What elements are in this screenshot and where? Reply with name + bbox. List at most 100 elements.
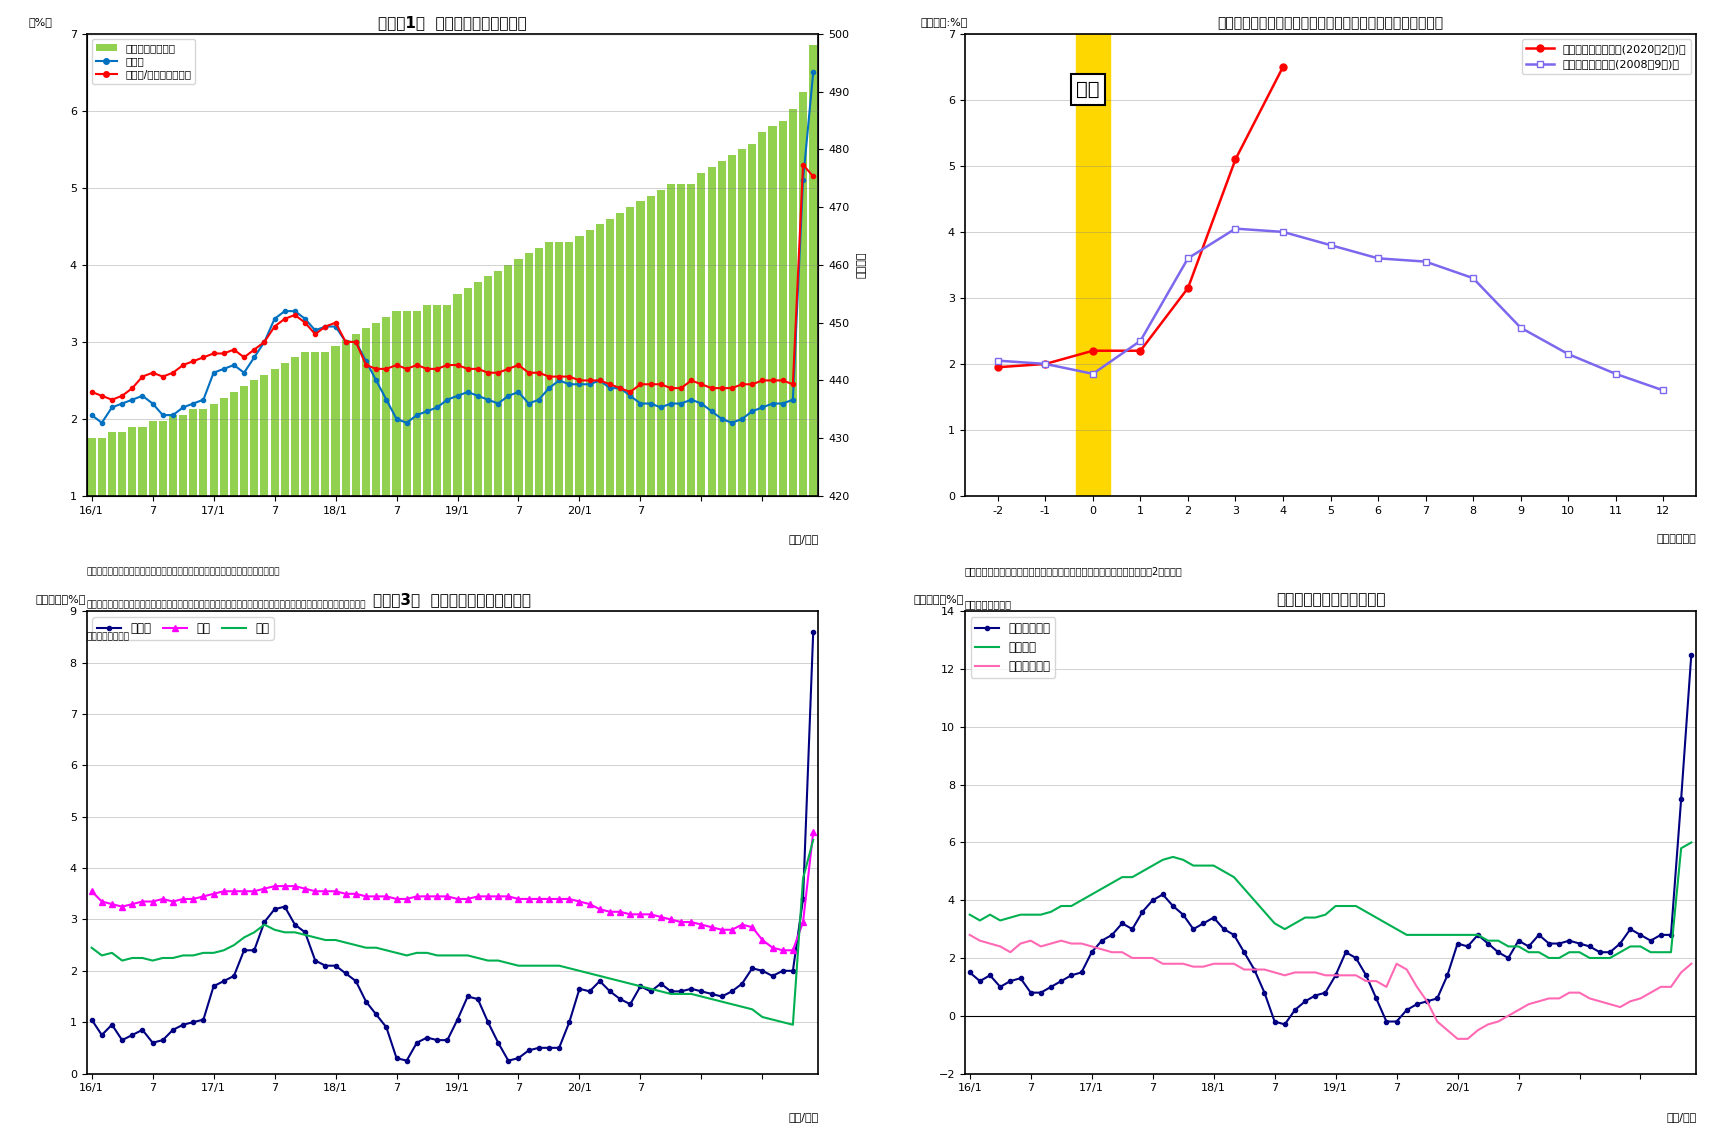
Bar (220, 398, 228, 1130)
地方公共団体 (1365, 974, 1386, 988)
Text: （注）新型コロナショックは、世界的に感染が拡大し、株価が急落した2月とした: （注）新型コロナショックは、世界的に感染が拡大し、株価が急落した2月とした (964, 566, 1182, 576)
信金 (325, 933, 346, 947)
Bar (574, 236, 583, 1130)
Bar (545, 242, 552, 1130)
Bar (747, 144, 756, 1130)
リーマンショック(2008年9月)後 (1320, 238, 1341, 252)
リーマンショック(2008年9月)後 (1367, 252, 1387, 266)
Bar (230, 392, 237, 1130)
信金 (254, 918, 275, 931)
Bar (393, 311, 400, 1130)
Bar (626, 207, 633, 1130)
Bar (585, 231, 593, 1130)
地銀 (325, 885, 346, 898)
地銀 (569, 895, 590, 909)
大・中堅企業 (1060, 968, 1081, 982)
Bar (189, 409, 197, 1130)
Bar (737, 149, 746, 1130)
Bar (291, 357, 299, 1130)
Bar (138, 427, 147, 1130)
リーマンショック(2008年9月)後 (1272, 225, 1292, 238)
Bar (178, 415, 187, 1130)
Line: 地方公共団体: 地方公共団体 (969, 935, 1690, 1038)
Bar (647, 195, 654, 1130)
地銀 (488, 889, 509, 903)
Legend: 都銀等, 地銀, 信金: 都銀等, 地銀, 信金 (92, 617, 273, 640)
Line: 信金: 信金 (92, 840, 813, 1025)
Bar (555, 242, 562, 1130)
Bar (412, 311, 420, 1130)
地方公共団体 (1202, 957, 1223, 971)
中小企業 (1131, 864, 1152, 878)
地銀 (538, 893, 559, 906)
都銀等 (325, 959, 346, 973)
Bar (351, 334, 360, 1130)
リーマンショック(2008年9月)後 (1081, 367, 1102, 381)
Legend: 貸出残高（右軸）, 前年比, 前年比/特殊要因調整後: 貸出残高（右軸）, 前年比, 前年比/特殊要因調整後 (92, 40, 195, 84)
リーマンショック(2008年9月)後 (1557, 347, 1578, 360)
リーマンショック(2008年9月)後 (1035, 357, 1055, 371)
中小企業 (1365, 911, 1386, 924)
Bar (808, 45, 817, 1130)
地方公共団体 (1060, 937, 1081, 950)
信金 (538, 959, 559, 973)
Bar (1076, 34, 1109, 496)
Text: （注）特殊要因調整後は、為替変動・債権償却・流動化等の影響を考慮したもの: （注）特殊要因調整後は、為替変動・債権償却・流動化等の影響を考慮したもの (86, 567, 280, 576)
Bar (656, 190, 664, 1130)
Bar (727, 155, 735, 1130)
中小企業 (1446, 928, 1467, 941)
Bar (637, 201, 644, 1130)
信金 (782, 1018, 803, 1032)
Text: 特殊要因調整後の前年比＝（今月の調整後貸出残高－前年同月の調整前貸出残高）／前年同月の調整前貸出残高: 特殊要因調整後の前年比＝（今月の調整後貸出残高－前年同月の調整前貸出残高）／前年… (86, 600, 365, 609)
地方公共団体 (1131, 951, 1152, 965)
リーマンショック(2008年9月)後 (1130, 334, 1150, 348)
地銀 (183, 893, 204, 906)
Text: （年/月）: （年/月） (787, 1112, 818, 1122)
都銀等 (580, 984, 600, 998)
地方公共団体 (1446, 1032, 1467, 1045)
Bar (606, 219, 614, 1130)
新型コロナショック(2020年2月)後 (1225, 153, 1246, 166)
都銀等 (183, 1016, 204, 1029)
Legend: 大・中堅企業, 中小企業, 地方公共団体: 大・中堅企業, 中小企業, 地方公共団体 (971, 617, 1054, 678)
Bar (97, 438, 106, 1130)
リーマンショック(2008年9月)後 (986, 354, 1007, 367)
Line: 地銀: 地銀 (88, 829, 815, 953)
都銀等 (254, 915, 275, 929)
地銀 (254, 881, 275, 895)
Bar (330, 346, 339, 1130)
Bar (616, 212, 625, 1130)
Bar (514, 259, 522, 1130)
新型コロナショック(2020年2月)後 (986, 360, 1007, 374)
Bar (260, 375, 268, 1130)
Bar (118, 433, 126, 1130)
Title: （図表４）貸出先別貸出金: （図表４）貸出先別貸出金 (1275, 592, 1384, 608)
Bar (322, 351, 329, 1130)
信金 (803, 833, 823, 846)
都銀等 (803, 625, 823, 638)
信金 (488, 954, 509, 967)
Bar (372, 323, 381, 1130)
Bar (422, 305, 431, 1130)
Bar (159, 420, 166, 1130)
Text: （年/月）: （年/月） (1666, 1112, 1695, 1122)
Bar (240, 386, 247, 1130)
都銀等 (396, 1054, 417, 1068)
Bar (697, 173, 706, 1130)
Legend: 新型コロナショック(2020年2月)後, リーマンショック(2008年9月)後: 新型コロナショック(2020年2月)後, リーマンショック(2008年9月)後 (1521, 40, 1690, 73)
新型コロナショック(2020年2月)後 (1035, 357, 1055, 371)
信金 (569, 964, 590, 977)
リーマンショック(2008年9月)後 (1462, 271, 1483, 285)
Bar (758, 132, 766, 1130)
地方公共団体 (1457, 1032, 1477, 1045)
リーマンショック(2008年9月)後 (1604, 367, 1624, 381)
Bar (484, 277, 491, 1130)
大・中堅企業 (1457, 940, 1477, 954)
Bar (676, 184, 685, 1130)
都銀等 (548, 1041, 569, 1054)
Bar (432, 305, 441, 1130)
Bar (341, 340, 349, 1130)
Bar (708, 167, 714, 1130)
Bar (128, 427, 137, 1130)
Bar (666, 184, 675, 1130)
